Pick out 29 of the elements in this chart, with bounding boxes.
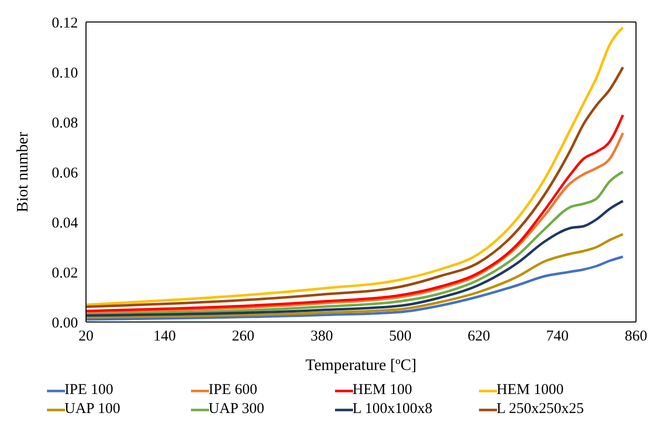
legend-label: UAP 100 [64, 401, 120, 418]
x-tick-label: 20 [78, 328, 94, 345]
line-series [86, 256, 624, 321]
line-series [86, 200, 624, 317]
legend-label: HEM 1000 [496, 382, 564, 399]
y-tick-label: 0.08 [52, 115, 78, 132]
y-tick-label: 0.04 [52, 215, 78, 232]
y-tick-label: 0.06 [52, 165, 78, 182]
legend-label: IPE 100 [64, 382, 114, 399]
x-tick-label: 140 [153, 328, 176, 345]
y-tick-label: 0.02 [52, 265, 78, 282]
legend-label: IPE 600 [208, 382, 258, 399]
x-axis-title: Temperature [ºC] [306, 357, 416, 374]
legend-label: HEM 100 [352, 382, 412, 399]
x-tick-label: 500 [389, 328, 412, 345]
y-axis-title: Biot number [14, 131, 32, 212]
legend-label: L 250x250x25 [496, 401, 584, 418]
y-tick-label: 0.10 [52, 65, 78, 82]
y-tick-label: 0.12 [52, 15, 78, 32]
x-tick-label: 860 [624, 328, 648, 345]
legend-label: UAP 300 [208, 401, 264, 418]
line-series [86, 170, 624, 316]
x-tick-label: 380 [310, 328, 333, 345]
x-tick-label: 260 [232, 328, 254, 345]
legend-label: L 100x100x8 [352, 401, 432, 418]
x-tick-label: 740 [546, 328, 569, 345]
x-tick-label: 620 [468, 328, 490, 345]
y-tick-label: 0.00 [52, 315, 78, 332]
line-series [86, 233, 624, 318]
